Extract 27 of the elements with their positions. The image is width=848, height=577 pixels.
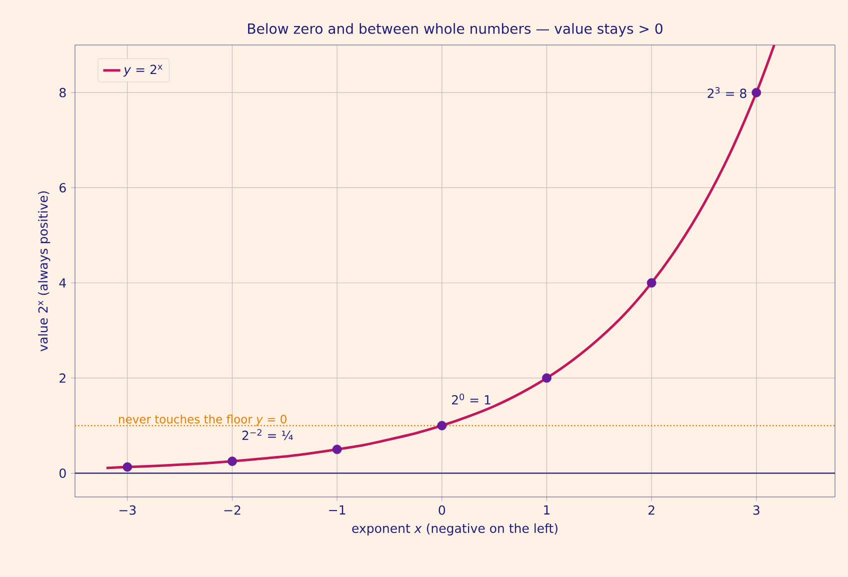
x-tick-label: −1: [329, 505, 346, 514]
point: [752, 88, 762, 98]
y-tick-label: 0: [60, 468, 66, 478]
point: [122, 462, 132, 472]
x-tick-label: 3: [753, 505, 760, 515]
annotation: never touches the floor y = 0: [119, 414, 286, 426]
annotation: 2$^{0}$ = 1: [452, 394, 490, 404]
x-tick-label: 0: [438, 505, 446, 515]
x-tick-label: −3: [120, 505, 136, 515]
point: [646, 278, 656, 288]
x-tick-label: 1: [544, 505, 550, 514]
point: [542, 373, 552, 383]
y-axis-title: value 2$^{x}$ (always positive): [38, 191, 50, 352]
x-tick-label: 2: [648, 505, 654, 515]
point: [228, 456, 237, 466]
y-tick-label: 2: [60, 373, 66, 383]
chart-title: Below zero and between whole numbers — value stays > 0: [248, 23, 662, 37]
y-tick-label: 6: [60, 182, 66, 192]
annotation: 2$^{3}$ = 8: [708, 87, 746, 98]
y-tick-label: 8: [60, 88, 66, 98]
x-tick-label: −2: [224, 505, 240, 515]
x-axis-title: exponent x (negative on the left): [352, 523, 558, 536]
annotation: 2$^{−2}$ = ¼: [242, 429, 293, 440]
point: [437, 420, 447, 430]
point: [332, 444, 342, 454]
legend-label: y = 2$^{x}$: [123, 64, 162, 77]
y-tick-label: 4: [59, 278, 66, 288]
